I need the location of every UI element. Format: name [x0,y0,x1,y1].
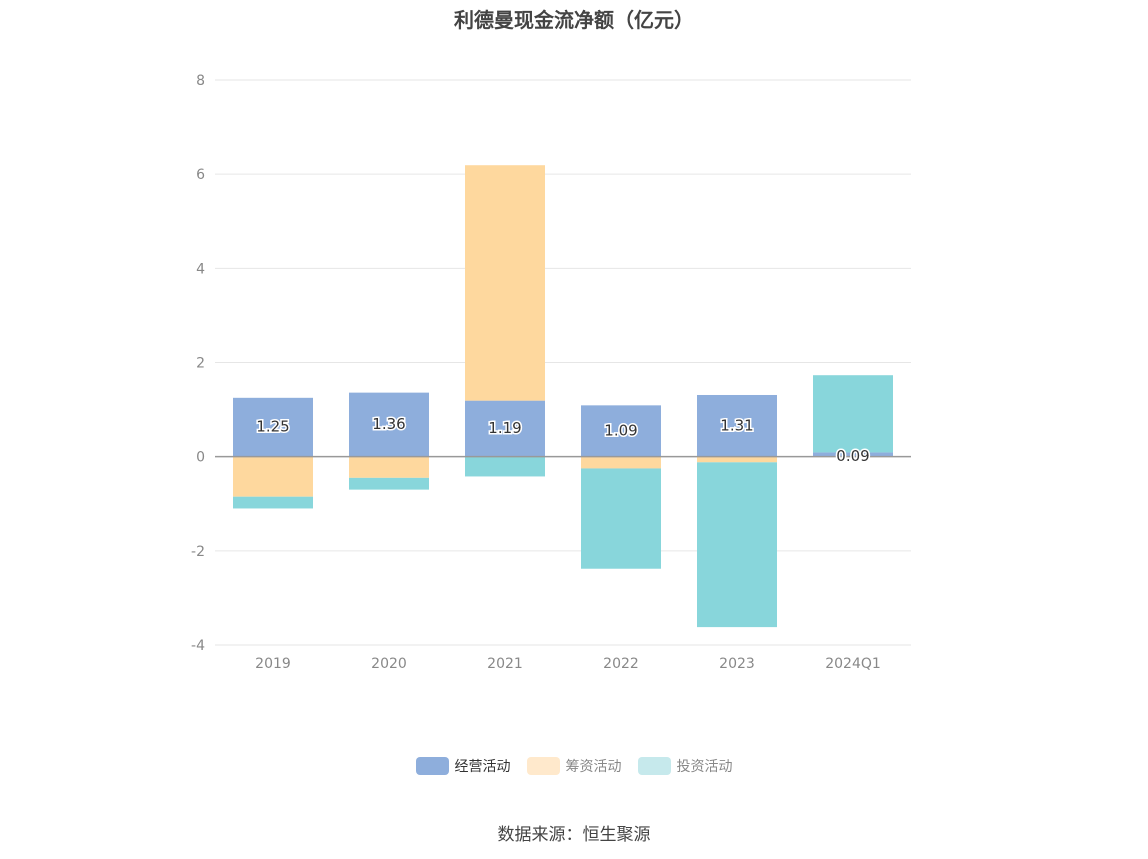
data-label: 1.25 [256,418,289,436]
y-tick-label: 4 [196,261,205,277]
legend-item[interactable]: 经营活动 [415,756,511,776]
x-tick-label: 2020 [371,656,407,672]
legend-item[interactable]: 筹资活动 [526,756,622,776]
legend: 经营活动 筹资活动 投资活动 [0,756,1148,776]
x-tick-label: 2022 [603,656,639,672]
bar-2-2019[interactable] [233,496,313,509]
x-tick-label: 2019 [255,656,291,672]
legend-swatch [637,757,671,775]
bar-0-2022[interactable] [581,405,661,457]
y-tick-label: 6 [196,167,205,183]
bar-0-2023[interactable] [697,394,777,457]
y-tick-label: 8 [196,73,205,89]
x-tick-label: 2023 [719,656,755,672]
y-tick-label: -4 [191,638,205,654]
legend-swatch [415,757,449,775]
bar-2-2021[interactable] [465,456,545,477]
bar-2-2020[interactable] [349,477,429,490]
legend-label: 经营活动 [454,759,511,775]
bar-1-2021[interactable] [465,165,545,401]
data-label: 1.31 [720,416,753,434]
bar-0-2020[interactable] [349,392,429,457]
data-source: 数据来源：恒生聚源 [497,825,651,845]
x-axis-ticks: 2019 2020 2021 2022 2023 2024Q1 [255,656,881,672]
data-label: 1.36 [372,415,405,433]
data-labels: 1.25 1.36 1.19 1.09 1.31 0.09 [255,414,871,467]
y-axis-ticks: -4 -2 0 2 4 6 8 [191,73,205,654]
y-tick-label: -2 [191,544,205,560]
data-label: 0.09 [836,447,869,465]
bar-1-2019[interactable] [233,456,313,497]
bar-0-2024Q1[interactable] [813,452,893,457]
y-tick-label: 0 [196,450,205,466]
bar-1-2022[interactable] [581,456,661,469]
bars [233,165,893,628]
bar-2-2023[interactable] [697,462,777,628]
legend-label: 投资活动 [676,759,733,775]
grid-lines [215,79,911,646]
data-label: 1.09 [604,422,637,440]
y-tick-label: 2 [196,356,205,372]
legend-swatch [526,757,560,775]
data-label: 1.19 [488,419,521,437]
bar-0-2021[interactable] [465,400,545,457]
bar-2-2022[interactable] [581,468,661,569]
bar-1-2020[interactable] [349,456,429,478]
x-tick-label: 2021 [487,656,523,672]
bar-2-2024Q1[interactable] [813,375,893,453]
legend-item[interactable]: 投资活动 [637,756,733,776]
chart-title: 利德曼现金流净额（亿元） [454,8,694,32]
x-tick-label: 2024Q1 [825,656,881,672]
bar-1-2023[interactable] [697,456,777,463]
legend-label: 筹资活动 [565,759,622,775]
bar-0-2019[interactable] [233,397,313,457]
